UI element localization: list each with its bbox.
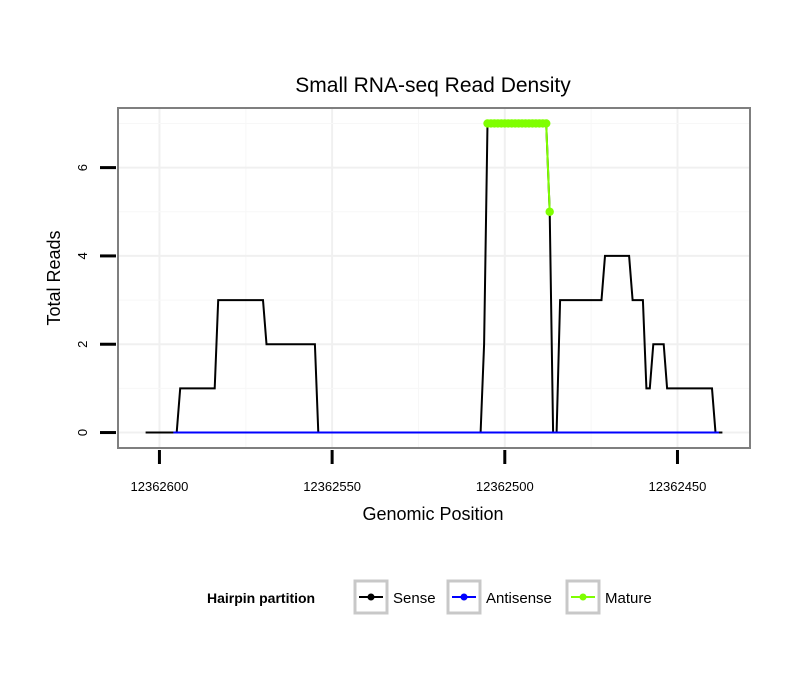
- x-axis-label: Genomic Position: [362, 504, 503, 524]
- legend-title: Hairpin partition: [207, 590, 315, 606]
- legend-key-dot-antisense: [460, 593, 468, 601]
- y-tick-label: 2: [75, 341, 90, 348]
- x-axis: 12362600 12362550 12362500 12362450: [131, 450, 707, 494]
- x-tick-label: 12362500: [476, 479, 534, 494]
- series-mature-point: [542, 119, 551, 128]
- plot-area: [117, 107, 751, 449]
- y-tick-label: 6: [75, 164, 90, 171]
- legend-entries: Sense Antisense Mature: [353, 579, 652, 615]
- plot-border: [117, 107, 751, 449]
- legend-label-sense: Sense: [393, 590, 436, 607]
- series-layer: [145, 119, 723, 434]
- y-axis-label: Total Reads: [44, 230, 64, 325]
- chart-title: Small RNA-seq Read Density: [295, 74, 571, 97]
- legend-key-dot-mature: [579, 593, 587, 601]
- x-tick-label: 12362550: [303, 479, 361, 494]
- series-mature-point: [545, 207, 554, 216]
- legend-key-dot-sense: [367, 593, 375, 601]
- legend-label-antisense: Antisense: [486, 590, 552, 607]
- y-tick-label: 0: [75, 429, 90, 436]
- legend-label-mature: Mature: [605, 590, 652, 607]
- y-axis: 0 2 4 6: [75, 164, 116, 436]
- x-tick-label: 12362600: [131, 479, 189, 494]
- plot-panel: [118, 108, 750, 448]
- y-tick-label: 4: [75, 252, 90, 259]
- legend: Hairpin partition Sense Antisense Mature: [207, 579, 652, 615]
- x-tick-label: 12362450: [649, 479, 707, 494]
